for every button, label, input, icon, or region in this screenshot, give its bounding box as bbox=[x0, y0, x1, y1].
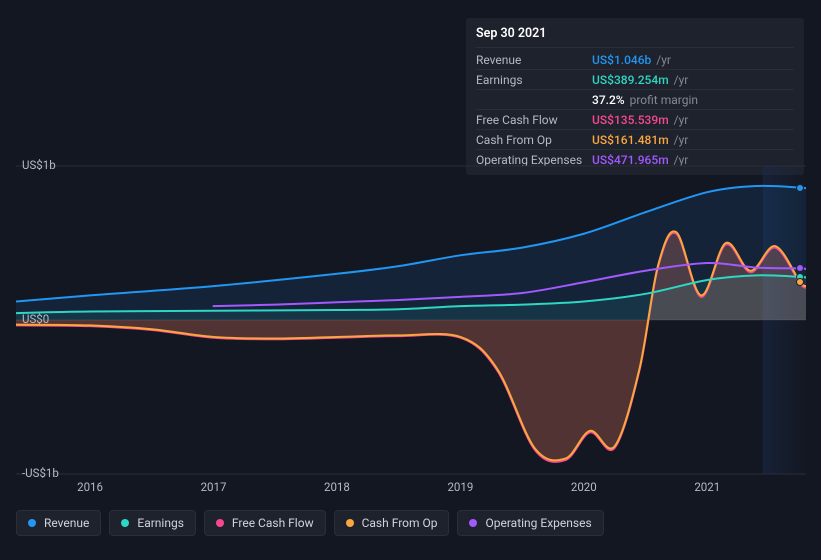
tooltip-row: Free Cash FlowUS$135.539m /yr bbox=[476, 110, 794, 130]
y-axis-label: US$1b bbox=[22, 158, 56, 172]
legend-label: Cash From Op bbox=[362, 516, 438, 530]
legend-label: Earnings bbox=[137, 516, 184, 530]
y-axis-label: US$0 bbox=[22, 312, 49, 326]
legend-swatch bbox=[469, 519, 477, 527]
x-axis-label: 2017 bbox=[201, 480, 227, 494]
chart-svg bbox=[16, 152, 806, 478]
tooltip-label: Earnings bbox=[476, 73, 592, 87]
legend-label: Operating Expenses bbox=[485, 516, 591, 530]
y-axis-label: -US$1b bbox=[22, 466, 59, 480]
x-axis-label: 2019 bbox=[447, 480, 473, 494]
series-marker bbox=[796, 264, 804, 272]
tooltip-row: RevenueUS$1.046b /yr bbox=[476, 50, 794, 70]
legend-item-earnings[interactable]: Earnings bbox=[109, 510, 196, 536]
tooltip-label: Free Cash Flow bbox=[476, 113, 592, 127]
legend-label: Revenue bbox=[44, 516, 89, 530]
financials-chart[interactable]: US$1b US$0 -US$1b bbox=[16, 152, 806, 478]
series-marker bbox=[796, 278, 804, 286]
x-axis-label: 2020 bbox=[571, 480, 597, 494]
x-axis-label: 2021 bbox=[694, 480, 720, 494]
tooltip-value: US$389.254m /yr bbox=[592, 73, 688, 87]
x-axis-label: 2016 bbox=[77, 480, 103, 494]
legend-label: Free Cash Flow bbox=[232, 516, 314, 530]
tooltip-value: US$135.539m /yr bbox=[592, 113, 688, 127]
legend-swatch bbox=[216, 519, 224, 527]
legend-item-operating_expenses[interactable]: Operating Expenses bbox=[457, 510, 603, 536]
tooltip-row: EarningsUS$389.254m /yr bbox=[476, 70, 794, 90]
legend-swatch bbox=[28, 519, 36, 527]
tooltip-row: Cash From OpUS$161.481m /yr bbox=[476, 130, 794, 150]
tooltip-label: Cash From Op bbox=[476, 133, 592, 147]
legend-item-cash_from_op[interactable]: Cash From Op bbox=[334, 510, 450, 536]
tooltip-label: Revenue bbox=[476, 53, 592, 67]
tooltip-value: 37.2% profit margin bbox=[592, 93, 698, 107]
series-marker bbox=[796, 184, 804, 192]
tooltip-label bbox=[476, 93, 592, 107]
legend-item-revenue[interactable]: Revenue bbox=[16, 510, 101, 536]
tooltip-row: 37.2% profit margin bbox=[476, 90, 794, 110]
x-axis-label: 2018 bbox=[324, 480, 350, 494]
tooltip-value: US$1.046b /yr bbox=[592, 53, 671, 67]
x-axis: 2016 2017 2018 2019 2020 2021 bbox=[16, 480, 806, 498]
legend-swatch bbox=[121, 519, 129, 527]
legend-swatch bbox=[346, 519, 354, 527]
legend-item-free_cash_flow[interactable]: Free Cash Flow bbox=[204, 510, 326, 536]
tooltip-value: US$161.481m /yr bbox=[592, 133, 688, 147]
tooltip-date: Sep 30 2021 bbox=[476, 26, 794, 48]
chart-legend: Revenue Earnings Free Cash Flow Cash From O… bbox=[16, 510, 604, 536]
